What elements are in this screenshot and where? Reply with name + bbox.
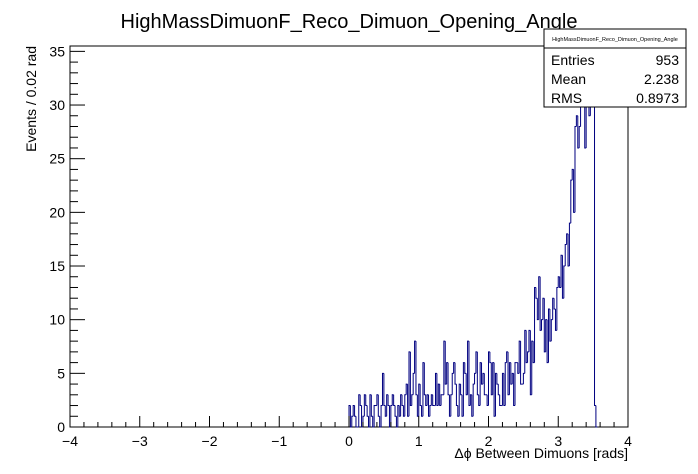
histogram-bin	[556, 286, 559, 331]
y-tick-label: 25	[49, 151, 65, 167]
histogram-bin	[373, 405, 376, 427]
histogram-bin	[450, 394, 453, 417]
histogram-bin	[472, 383, 475, 417]
histogram-bin	[377, 394, 380, 417]
histogram-bin	[383, 373, 386, 407]
histogram-bin	[440, 394, 443, 406]
histogram-bin	[415, 341, 418, 396]
histogram-bin	[432, 394, 435, 407]
histogram-bin	[504, 362, 507, 406]
histogram-bin	[574, 125, 577, 213]
stats-mean-value: 2.238	[644, 71, 679, 87]
histogram-bin	[474, 372, 476, 385]
histogram-bin	[401, 394, 404, 407]
histogram-bin	[550, 319, 553, 342]
histogram-bin	[514, 362, 517, 406]
histogram-bin	[541, 319, 543, 331]
histogram-bin	[570, 179, 573, 224]
histogram-bin	[464, 362, 467, 374]
histogram-bin	[476, 351, 479, 396]
histogram-bin	[483, 373, 486, 396]
histogram-bin	[564, 244, 567, 267]
histogram-bin	[496, 373, 499, 385]
histogram-bin	[460, 384, 462, 396]
histogram-bin	[370, 394, 373, 417]
histogram-bin	[578, 125, 581, 148]
x-tick-label: 1	[415, 433, 423, 449]
histogram-bin	[563, 265, 566, 299]
x-tick-label: −3	[132, 433, 148, 449]
y-tick-label: 15	[49, 258, 65, 274]
histogram-bin	[595, 405, 598, 428]
histogram-bin	[419, 384, 422, 407]
histogram-bin	[411, 394, 414, 406]
x-tick-label: −4	[62, 433, 78, 449]
histogram-bin	[535, 287, 538, 299]
stats-box: HighMassDimuonF_Reco_Dimuon_Opening_Angl…	[543, 28, 687, 108]
stats-rms-value: 0.8973	[636, 90, 679, 106]
histogram-bin	[355, 416, 358, 428]
y-tick-label: 30	[49, 97, 65, 113]
histogram-bin	[366, 405, 369, 417]
histogram-bin	[534, 286, 536, 363]
histogram-bin	[455, 384, 458, 407]
chart-title: HighMassDimuonF_Reco_Dimuon_Opening_Angl…	[121, 11, 578, 33]
histogram-bin	[553, 298, 556, 310]
x-axis-label: Δϕ Between Dimuons [rads]	[454, 445, 628, 461]
histogram-bin	[527, 351, 529, 363]
histogram-bin	[351, 415, 354, 427]
histogram-bin	[380, 405, 383, 427]
histogram-bin	[497, 384, 500, 396]
stats-box-header: HighMassDimuonF_Reco_Dimuon_Opening_Angl…	[552, 37, 678, 43]
stats-box-frame	[543, 28, 687, 108]
histogram-bin	[365, 394, 368, 407]
histogram-bin	[359, 394, 362, 407]
histogram-bin	[520, 341, 522, 385]
stats-rms-label: RMS	[551, 90, 582, 106]
histogram-bin	[393, 394, 396, 407]
histogram-bin	[404, 394, 407, 417]
histogram-bin	[499, 394, 502, 407]
y-axis: 0 5 10 15 20 25 30 35	[49, 43, 85, 435]
x-axis: −4 −3 −2 −1 0 1 2 3 4	[62, 416, 632, 449]
histogram-bin	[454, 362, 457, 385]
histogram-bin	[387, 394, 390, 407]
x-tick-label: 3	[554, 433, 562, 449]
histogram-bin	[447, 362, 450, 396]
histogram-bin	[412, 372, 415, 395]
histogram-series	[348, 50, 598, 428]
x-tick-label: 0	[345, 433, 353, 449]
x-tick-label: −1	[271, 433, 287, 449]
y-tick-label: 10	[49, 312, 65, 328]
histogram-bin	[354, 405, 356, 417]
histogram-bin	[394, 405, 397, 417]
histogram-bin	[429, 405, 432, 417]
histogram-bin	[451, 372, 454, 395]
histogram-bin	[522, 372, 525, 385]
stats-entries-label: Entries	[551, 52, 595, 68]
y-tick-label: 35	[49, 43, 65, 59]
histogram-bin	[489, 351, 492, 364]
y-tick-label: 5	[57, 365, 65, 381]
histogram-bin	[568, 222, 571, 267]
stats-mean-label: Mean	[551, 71, 586, 87]
x-tick-label: 2	[485, 433, 493, 449]
y-tick-label: 0	[57, 419, 65, 435]
y-tick-label: 20	[49, 204, 65, 220]
histogram-bin	[423, 362, 426, 396]
x-tick-label: −2	[202, 433, 218, 449]
x-tick-label: 4	[624, 433, 632, 449]
y-axis-label: Events / 0.02 rad	[23, 46, 39, 152]
stats-entries-value: 953	[656, 52, 680, 68]
